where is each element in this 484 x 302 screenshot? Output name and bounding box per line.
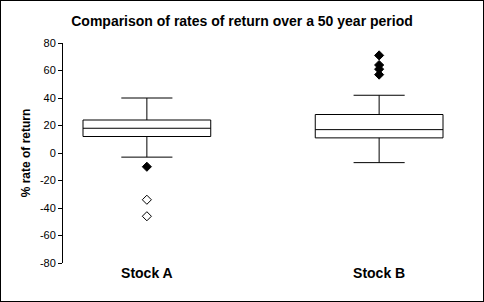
svg-text:Stock B: Stock B [353, 265, 405, 281]
svg-text:Stock A: Stock A [121, 265, 173, 281]
svg-text:60: 60 [44, 64, 56, 76]
svg-text:% rate of return: % rate of return [19, 109, 33, 198]
svg-text:-80: -80 [40, 257, 56, 269]
svg-text:Comparison of rates of return: Comparison of rates of return over a 50 … [71, 13, 413, 29]
svg-text:-20: -20 [40, 174, 56, 186]
svg-text:-40: -40 [40, 202, 56, 214]
svg-text:40: 40 [44, 92, 56, 104]
svg-text:80: 80 [44, 37, 56, 49]
svg-text:-60: -60 [40, 229, 56, 241]
svg-text:20: 20 [44, 119, 56, 131]
svg-text:0: 0 [50, 147, 56, 159]
